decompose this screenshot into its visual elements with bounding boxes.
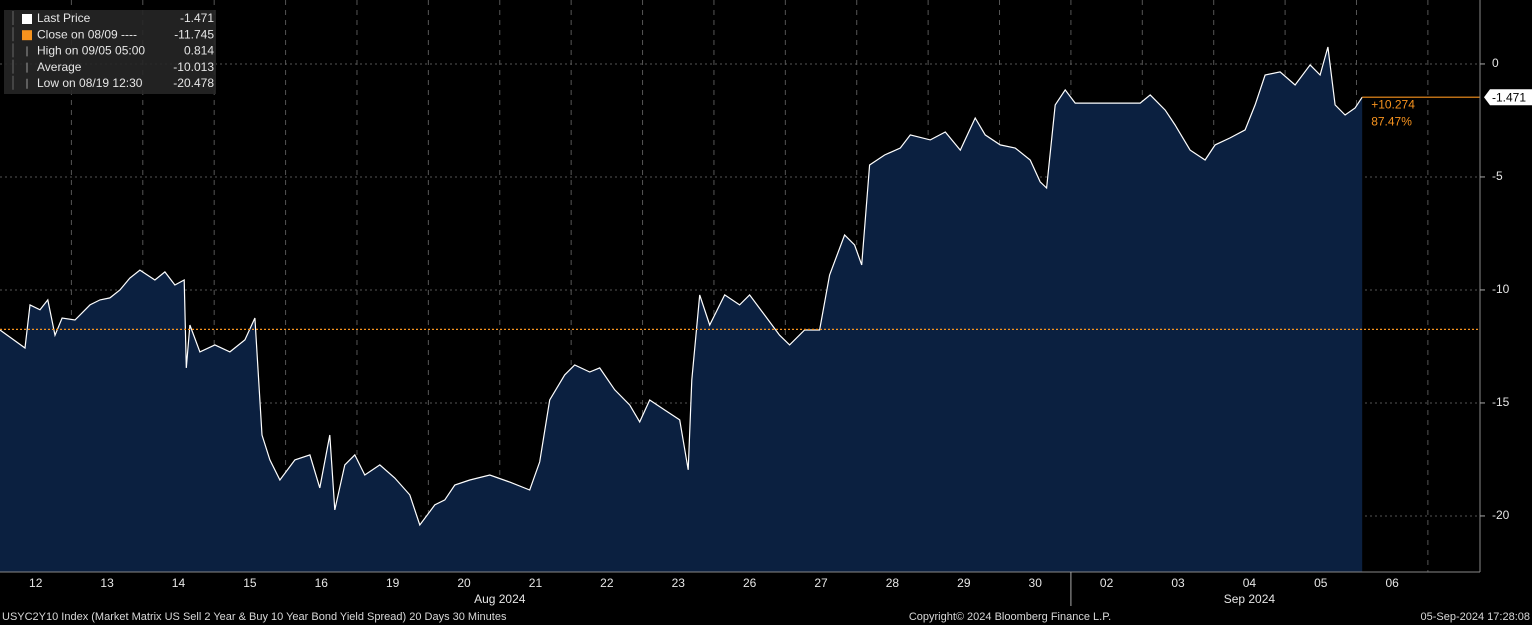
- legend-label: Last Price: [37, 11, 91, 25]
- x-tick-label: 13: [100, 576, 114, 590]
- month-label: Aug 2024: [474, 592, 526, 606]
- price-line: [0, 46, 1363, 527]
- last-price-box: [1484, 89, 1532, 106]
- x-tick-label: 05: [1314, 576, 1328, 590]
- legend-box: [4, 10, 216, 94]
- footer-left: USYC2Y10 Index (Market Matrix US Sell 2 …: [2, 611, 507, 623]
- legend-swatch: [22, 30, 32, 41]
- footer-center: Copyright© 2024 Bloomberg Finance L.P.: [909, 611, 1111, 623]
- x-tick-label: 02: [1100, 576, 1114, 590]
- legend-value: 0.814: [184, 44, 214, 58]
- y-tick-label: 0: [1492, 56, 1499, 70]
- legend-label: Close on 08/09 ----: [37, 27, 137, 41]
- last-price-label: -1.471: [1492, 90, 1526, 104]
- y-tick-label: -20: [1492, 508, 1510, 522]
- x-tick-label: 22: [600, 576, 614, 590]
- legend-value: -11.745: [174, 27, 214, 41]
- change-pct: 87.47%: [1371, 114, 1412, 128]
- x-tick-label: 30: [1029, 576, 1043, 590]
- legend-value: -20.478: [173, 76, 214, 90]
- x-tick-label: 03: [1171, 576, 1185, 590]
- legend-label: Average: [37, 60, 82, 74]
- x-tick-label: 06: [1386, 576, 1400, 590]
- x-tick-label: 27: [814, 576, 828, 590]
- y-tick-label: -15: [1492, 395, 1510, 409]
- month-label: Sep 2024: [1224, 592, 1276, 606]
- legend-value: -10.013: [173, 60, 214, 74]
- area-fill: [0, 47, 1363, 572]
- x-tick-label: 16: [315, 576, 329, 590]
- legend-label: High on 09/05 05:00: [37, 44, 145, 58]
- footer-right: 05-Sep-2024 17:28:08: [1421, 611, 1530, 623]
- legend-label: Low on 08/19 12:30: [37, 76, 143, 90]
- change-label: +10.274: [1371, 97, 1415, 111]
- x-tick-label: 12: [29, 576, 43, 590]
- y-tick-label: -5: [1492, 169, 1503, 183]
- x-tick-label: 14: [172, 576, 186, 590]
- x-tick-label: 20: [457, 576, 471, 590]
- legend-value: -1.471: [180, 11, 214, 25]
- x-tick-label: 19: [386, 576, 400, 590]
- legend: Last Price -1.471 Close on 08/09 ---- -11.7…: [4, 10, 216, 94]
- x-tick-label: 28: [886, 576, 900, 590]
- x-tick-label: 26: [743, 576, 757, 590]
- x-tick-label: 04: [1243, 576, 1257, 590]
- y-tick-label: -10: [1492, 282, 1510, 296]
- x-tick-label: 15: [243, 576, 257, 590]
- legend-swatch: [22, 14, 32, 24]
- x-tick-label: 29: [957, 576, 971, 590]
- x-tick-label: 23: [672, 576, 686, 590]
- x-tick-label: 21: [529, 576, 543, 590]
